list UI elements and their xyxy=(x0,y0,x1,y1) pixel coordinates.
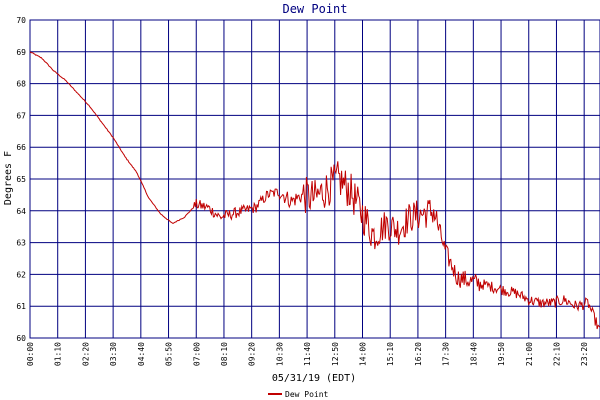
x-tick-label: 03:30 xyxy=(109,342,118,366)
x-tick-label: 10:30 xyxy=(275,342,284,366)
y-tick-label: 67 xyxy=(16,111,26,120)
y-tick-label: 61 xyxy=(16,302,26,311)
chart-title: Dew Point xyxy=(282,2,347,16)
x-tick-label: 04:40 xyxy=(137,342,146,366)
x-tick-label: 23:20 xyxy=(580,342,589,366)
y-tick-label: 64 xyxy=(16,207,26,216)
x-tick-label: 07:00 xyxy=(192,342,201,366)
y-axis-label: Degrees F xyxy=(3,151,14,205)
x-tick-label: 15:10 xyxy=(386,342,395,366)
legend: Dew Point xyxy=(268,390,329,399)
y-tick-label: 66 xyxy=(16,143,26,152)
x-tick-label: 05:50 xyxy=(165,342,174,366)
x-tick-label: 09:20 xyxy=(248,342,257,366)
x-tick-label: 22:10 xyxy=(552,342,561,366)
x-tick-label: 21:00 xyxy=(525,342,534,366)
x-tick-label: 00:00 xyxy=(26,342,35,366)
x-axis-label: 05/31/19 (EDT) xyxy=(272,373,356,384)
y-tick-label: 69 xyxy=(16,48,26,57)
x-tick-label: 08:10 xyxy=(220,342,229,366)
x-tick-label: 02:20 xyxy=(81,342,90,366)
y-tick-label: 60 xyxy=(16,334,26,343)
x-tick-label: 11:40 xyxy=(303,342,312,366)
y-tick-label: 62 xyxy=(16,270,26,279)
y-tick-label: 70 xyxy=(16,16,26,25)
grid-lines xyxy=(29,19,600,339)
y-axis-ticks: 60 61 62 63 64 65 66 67 68 69 70 xyxy=(16,16,26,343)
legend-label-dew-point: Dew Point xyxy=(285,390,329,399)
series-line-dew-point xyxy=(29,51,600,330)
y-tick-label: 65 xyxy=(16,175,26,184)
x-tick-label: 18:40 xyxy=(469,342,478,366)
x-tick-label: 14:00 xyxy=(359,342,368,366)
series-group xyxy=(29,51,600,330)
x-tick-label: 19:50 xyxy=(497,342,506,366)
y-tick-label: 63 xyxy=(16,239,26,248)
y-tick-label: 68 xyxy=(16,80,26,89)
x-tick-label: 01:10 xyxy=(54,342,63,366)
x-tick-label: 12:50 xyxy=(331,342,340,366)
x-tick-label: 16:20 xyxy=(414,342,423,366)
x-tick-label: 17:30 xyxy=(442,342,451,366)
x-axis-ticks: 00:00 01:10 02:20 03:30 04:40 05:50 07:00 08:10… xyxy=(26,342,589,366)
